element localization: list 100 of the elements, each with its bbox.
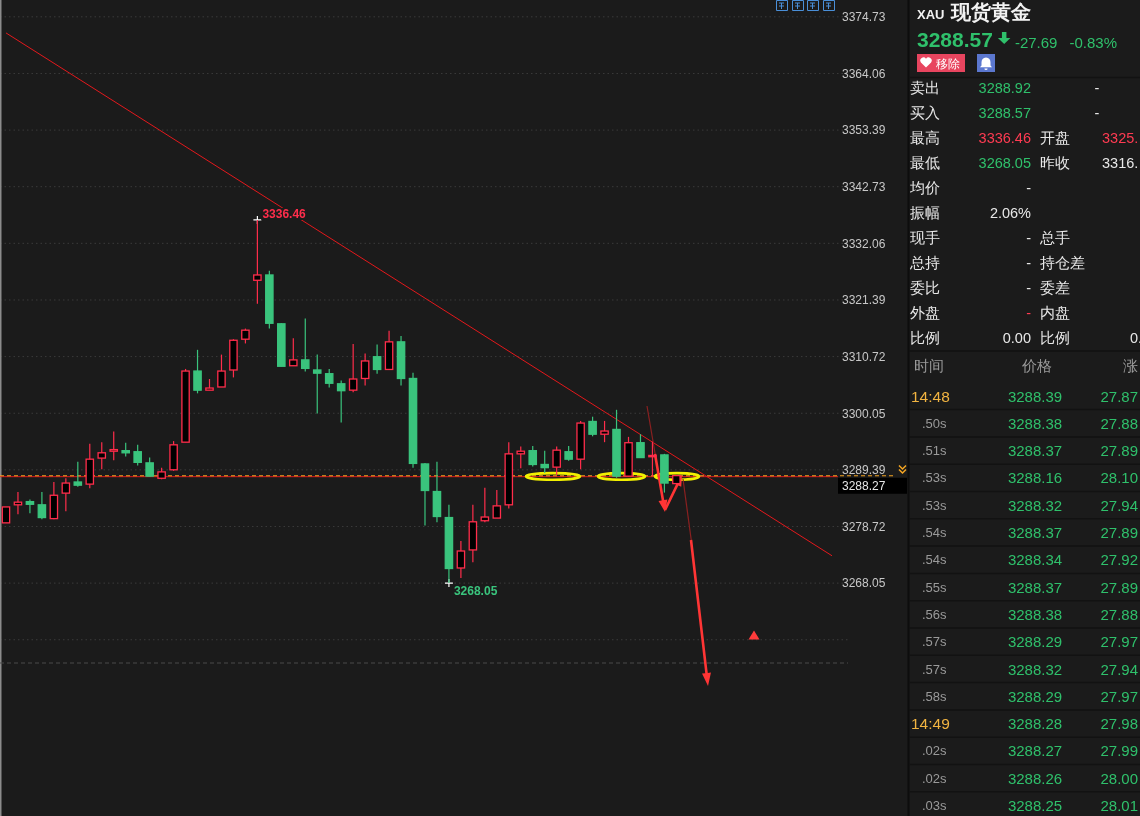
text: - — [1026, 305, 1032, 321]
data-label: 28.10 — [1100, 469, 1138, 487]
data-label: 27.97 — [1100, 633, 1138, 651]
ref-line-label: 3288.27 — [842, 478, 886, 493]
category-label: .57s — [922, 661, 948, 677]
text: 价格 — [1021, 358, 1052, 374]
text: - — [1094, 80, 1100, 96]
text: 3268.05 — [978, 155, 1031, 171]
data-label: 3288.39 — [1007, 387, 1063, 405]
category-label: .03s — [922, 798, 948, 813]
text: 3288.57 — [978, 105, 1031, 121]
data-label: 27.88 — [1100, 605, 1138, 623]
text: -0.83% — [1069, 34, 1117, 51]
text: XAU — [917, 6, 945, 22]
category-label: .02s — [922, 743, 948, 759]
text: 昨收 — [1040, 155, 1070, 171]
category-label: .54s — [922, 552, 948, 568]
data-label: 27.89 — [1100, 524, 1138, 541]
data-label: 3288.32 — [1007, 496, 1063, 514]
data-label: 27.87 — [1100, 387, 1138, 405]
y-tick-label: 3310.72 — [842, 349, 886, 364]
data-label: 3288.29 — [1007, 633, 1063, 651]
text: - — [1094, 105, 1100, 121]
data-label: 27.98 — [1100, 715, 1138, 733]
text: 3316. — [1102, 155, 1139, 171]
data-label: 27.99 — [1100, 742, 1138, 760]
data-label: 28.00 — [1100, 769, 1138, 787]
y-tick-label: 3342.73 — [842, 179, 886, 194]
data-label: 27.94 — [1100, 496, 1138, 514]
text: 3288.57 — [917, 28, 993, 51]
y-tick-label: 3321.39 — [842, 293, 886, 308]
category-label: .02s — [922, 770, 948, 786]
text: 均价 — [909, 180, 940, 196]
text: 外盘 — [910, 305, 940, 321]
text: 最高 — [910, 130, 940, 146]
annotation: 3336.46 — [262, 206, 307, 221]
data-label: 3288.29 — [1007, 687, 1063, 705]
text: 比例 — [1040, 330, 1070, 346]
data-label: 28.01 — [1100, 797, 1138, 814]
category-label: .54s — [922, 525, 948, 540]
text: 时间 — [914, 358, 944, 374]
data-label: 3288.37 — [1007, 442, 1063, 460]
text: 0.00 — [1002, 330, 1031, 346]
annotation: 3268.05 — [453, 584, 498, 599]
data-label: 27.89 — [1100, 578, 1138, 596]
text: 最低 — [910, 155, 940, 171]
data-label: 3288.37 — [1007, 578, 1063, 596]
category-label: .50s — [922, 415, 948, 431]
data-label: 3288.26 — [1007, 769, 1063, 787]
text: 委差 — [1040, 280, 1070, 296]
text: 移除 — [936, 56, 960, 71]
text: -27.69 — [1014, 34, 1058, 51]
data-label: 3288.32 — [1007, 660, 1063, 678]
category-label: 14:48 — [911, 387, 950, 405]
data-label: 3288.38 — [1007, 414, 1063, 432]
category-label: 14:49 — [911, 715, 950, 733]
text: - — [1026, 180, 1032, 196]
data-label: 3288.27 — [1007, 742, 1063, 760]
text: 持仓差 — [1040, 255, 1085, 271]
text: 现手 — [910, 230, 940, 246]
data-label: 27.97 — [1100, 687, 1138, 705]
data-label: 3288.25 — [1007, 797, 1063, 814]
data-label: 3288.38 — [1007, 605, 1063, 623]
text: 3325. — [1102, 130, 1139, 146]
category-label: .56s — [922, 606, 948, 622]
data-label: 3288.16 — [1007, 469, 1063, 487]
text: 2.06% — [989, 205, 1032, 221]
category-label: .53s — [922, 497, 948, 513]
y-tick-label: 3332.06 — [842, 236, 886, 251]
category-label: .51s — [922, 443, 948, 459]
data-label: 27.94 — [1100, 660, 1138, 678]
text: 0. — [1130, 330, 1140, 346]
text: 现货黄金 — [950, 0, 1032, 23]
text: 开盘 — [1040, 130, 1070, 146]
y-tick-label: 3289.39 — [842, 463, 886, 478]
text: 涨 — [1123, 358, 1138, 374]
category-label: .53s — [922, 470, 948, 486]
text: 总手 — [1039, 230, 1070, 246]
data-label: 3288.28 — [1007, 715, 1063, 733]
text: - — [1026, 280, 1032, 296]
text: 委比 — [910, 280, 940, 296]
y-tick-label: 3268.05 — [842, 576, 886, 591]
y-tick-label: 3353.39 — [842, 123, 886, 138]
data-label: 27.89 — [1100, 442, 1138, 460]
y-tick-label: 3300.05 — [842, 406, 886, 421]
category-label: .57s — [922, 634, 948, 650]
text: 买入 — [910, 105, 940, 121]
text: 总持 — [909, 255, 940, 271]
text: 3288.92 — [978, 80, 1031, 96]
text: 比例 — [910, 330, 940, 346]
category-label: .55s — [922, 579, 948, 595]
data-label: 27.88 — [1100, 414, 1138, 432]
text: 卖出 — [910, 80, 940, 96]
y-tick-label: 3364.06 — [842, 66, 886, 81]
text: - — [1026, 255, 1032, 271]
text: 振幅 — [910, 205, 940, 221]
y-tick-label: 3374.73 — [842, 10, 886, 25]
text: - — [1026, 230, 1032, 246]
category-label: .58s — [922, 688, 948, 704]
data-label: 3288.37 — [1007, 524, 1063, 541]
